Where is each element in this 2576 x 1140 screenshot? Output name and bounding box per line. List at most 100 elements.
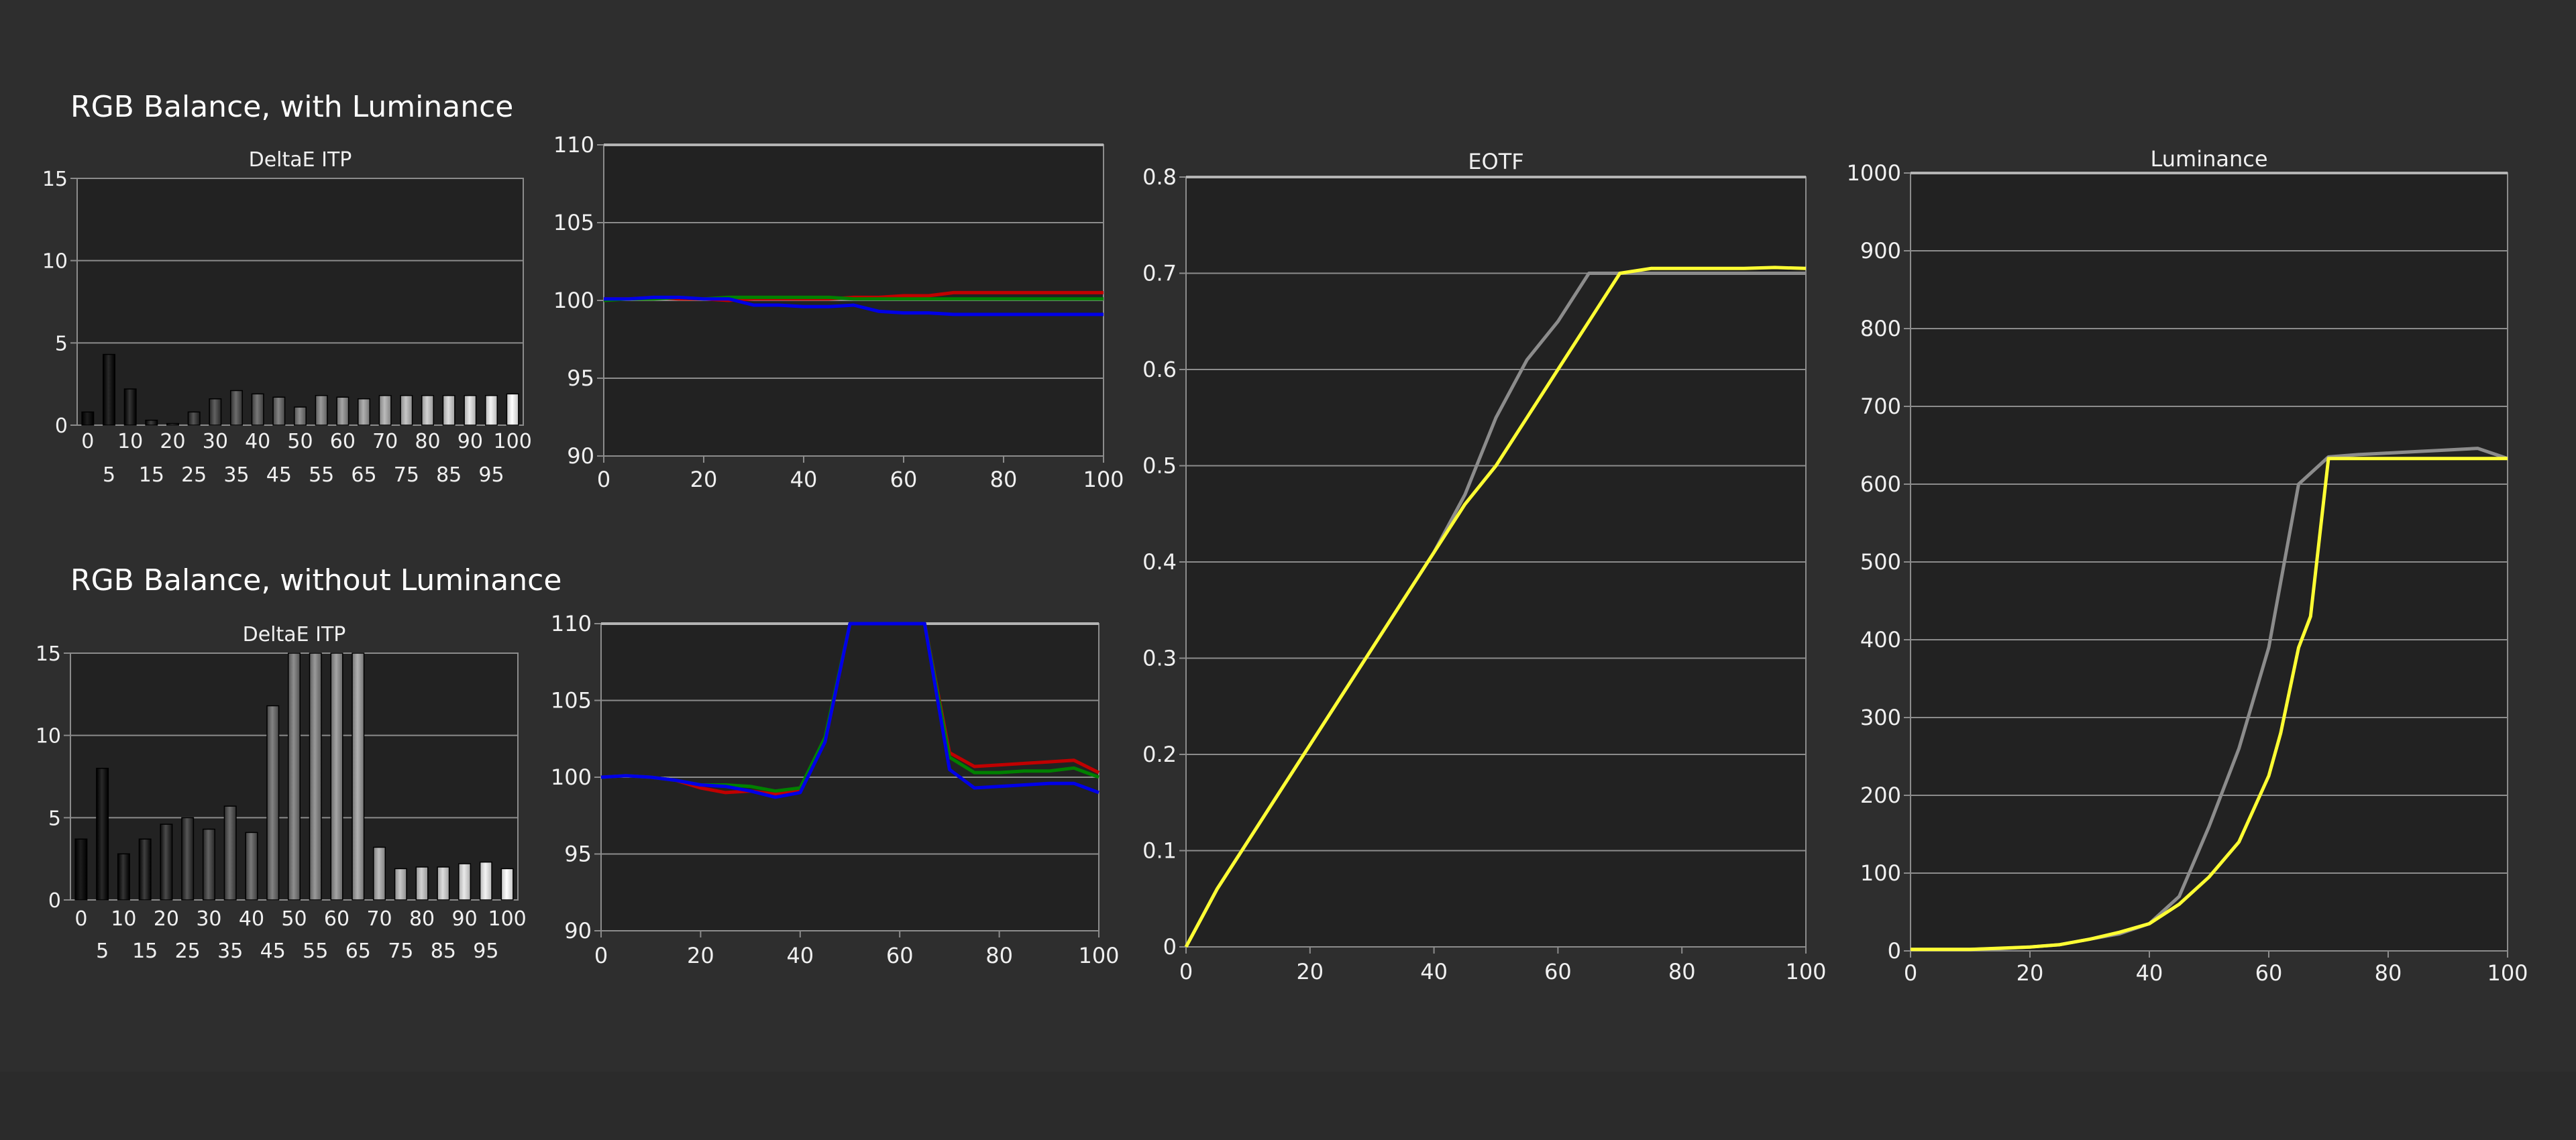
x-tick-label: 20 [690, 467, 718, 492]
y-tick-label: 0 [48, 889, 61, 913]
y-tick-label: 110 [551, 611, 592, 636]
chart-title: DeltaE ITP [243, 623, 346, 646]
y-tick-label: 600 [1860, 471, 1901, 497]
y-tick-label: 0.2 [1142, 742, 1177, 767]
bar-30 [209, 398, 222, 426]
bar-65 [358, 398, 370, 426]
y-tick-label: 5 [55, 332, 68, 355]
y-tick-label: 0.5 [1142, 453, 1177, 479]
bar-25 [187, 411, 201, 426]
x-tick-label: 25 [181, 463, 207, 487]
bar-55 [309, 652, 322, 901]
x-tick-label: 80 [409, 907, 435, 931]
bar-75 [400, 395, 413, 426]
x-tick-label: 60 [890, 467, 918, 492]
x-tick-label: 50 [287, 430, 313, 453]
x-tick-label: 100 [1083, 467, 1124, 492]
bottom-band [0, 1072, 2576, 1140]
bar-30 [202, 828, 215, 901]
x-tick-label: 100 [1078, 943, 1119, 968]
x-tick-label: 0 [1179, 959, 1193, 984]
y-tick-label: 300 [1860, 705, 1901, 730]
x-tick-label: 100 [1785, 959, 1826, 984]
bar-90 [464, 395, 477, 426]
bar-65 [352, 652, 365, 901]
y-tick-label: 95 [564, 842, 592, 867]
series-line-blue [604, 295, 1104, 317]
x-tick-label: 0 [1904, 960, 1917, 986]
x-tick-label: 80 [990, 467, 1018, 492]
x-tick-label: 5 [96, 939, 109, 963]
bar-35 [230, 390, 243, 426]
bar-60 [330, 652, 343, 901]
x-tick-label: 60 [1544, 959, 1572, 984]
series-line-measured [1184, 266, 1807, 948]
luminance-chart: 0 100 200 300 400 500 600 700 800 900 1000 0 20 40 60 8… [1847, 146, 2528, 986]
x-tick-label: 65 [351, 463, 376, 487]
y-tick-label: 0.3 [1142, 646, 1177, 671]
bar-80 [421, 395, 434, 426]
x-tick-label: 25 [175, 939, 201, 963]
bar-0 [74, 838, 88, 901]
bar-40 [245, 832, 258, 901]
y-tick-label: 0 [1163, 934, 1177, 960]
x-tick-label: 85 [431, 939, 456, 963]
y-tick-label: 500 [1860, 549, 1901, 575]
section-title-without-luminance: RGB Balance, without Luminance [70, 563, 562, 597]
y-tick-label: 1000 [1847, 160, 1901, 186]
bar-35 [223, 805, 237, 901]
bar-10 [117, 853, 130, 901]
x-tick-label: 35 [223, 463, 249, 487]
x-tick-label: 95 [473, 939, 498, 963]
bar-5 [103, 353, 115, 426]
chart-title: EOTF [1468, 149, 1523, 174]
bar-10 [123, 388, 137, 426]
chart-title: Luminance [2150, 146, 2267, 172]
bar-70 [373, 846, 386, 901]
x-tick-label: 95 [478, 463, 504, 487]
x-tick-label: 70 [366, 907, 392, 931]
bar-45 [272, 396, 286, 426]
y-tick-label: 900 [1860, 238, 1901, 264]
x-tick-label: 65 [345, 939, 371, 963]
x-tick-label: 45 [260, 939, 286, 963]
x-tick-label: 60 [2255, 960, 2283, 986]
bar-55 [315, 395, 328, 426]
y-tick-label: 90 [564, 918, 592, 944]
bar-15 [145, 419, 158, 426]
y-tick-label: 200 [1860, 783, 1901, 808]
x-tick-label: 0 [597, 467, 610, 492]
x-tick-label: 30 [196, 907, 221, 931]
x-tick-label: 90 [458, 430, 483, 453]
section-title-with-luminance: RGB Balance, with Luminance [70, 90, 514, 124]
x-tick-label: 35 [217, 939, 243, 963]
x-tick-label: 40 [245, 430, 270, 453]
x-tick-label: 60 [324, 907, 350, 931]
bar-5 [96, 767, 109, 901]
y-tick-label: 100 [551, 764, 592, 790]
bar-95 [485, 395, 498, 426]
series-line-blue [600, 622, 1099, 799]
x-tick-label: 60 [886, 943, 914, 968]
x-tick-label: 100 [494, 430, 532, 453]
bar-90 [458, 863, 472, 901]
x-tick-label: 10 [111, 907, 136, 931]
x-tick-label: 40 [1420, 959, 1448, 984]
x-tick-label: 70 [372, 430, 398, 453]
chart-title: DeltaE ITP [249, 148, 352, 172]
x-tick-label: 20 [154, 907, 179, 931]
x-tick-label: 15 [139, 463, 164, 487]
y-tick-label: 10 [42, 250, 68, 274]
rgb-balance-chart-with-luminance: 90 95 100 105 110 0 20 40 60 80 100 [553, 132, 1124, 492]
y-tick-label: 95 [567, 365, 594, 391]
y-tick-label: 100 [1860, 860, 1901, 886]
bar-0 [81, 411, 95, 426]
x-tick-label: 80 [985, 943, 1013, 968]
x-tick-label: 45 [266, 463, 292, 487]
bar-40 [251, 393, 264, 426]
bar-50 [288, 652, 301, 901]
bar-95 [479, 861, 492, 901]
y-tick-label: 5 [48, 807, 61, 830]
x-tick-label: 15 [132, 939, 158, 963]
